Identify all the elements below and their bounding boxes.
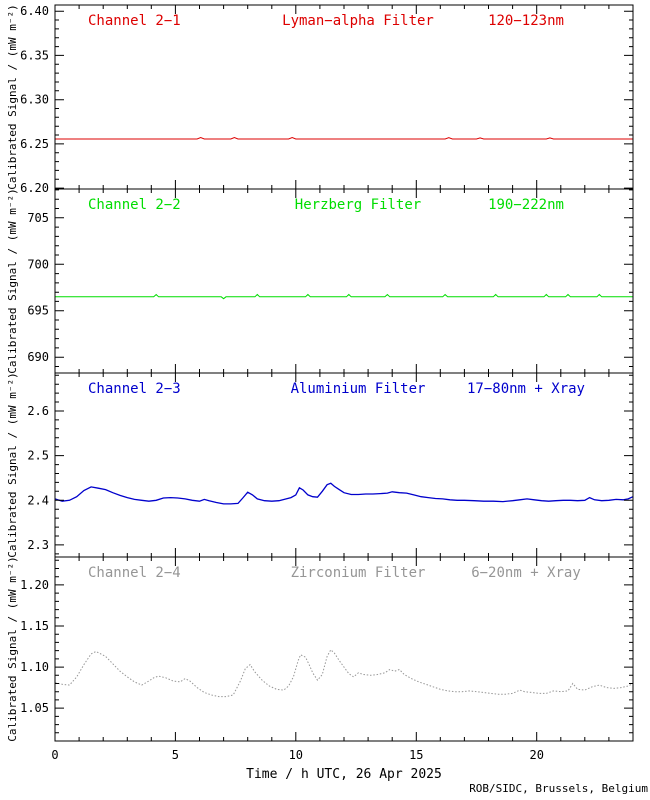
panel-title-band: 17−80nm + Xray bbox=[467, 381, 585, 397]
panel-title-channel: Channel 2−2 bbox=[88, 197, 181, 213]
plot-frame bbox=[54, 556, 634, 742]
plot-frame bbox=[54, 4, 634, 190]
panel-title-band: 6−20nm + Xray bbox=[471, 565, 581, 581]
y-axis-label: Calibrated Signal / (mW m⁻²) bbox=[6, 556, 19, 741]
panel-title-channel: Channel 2−3 bbox=[88, 381, 181, 397]
y-tick-label: 1.20 bbox=[20, 578, 49, 592]
series-line-channel-2-4 bbox=[54, 649, 634, 698]
y-tick-label: 2.5 bbox=[27, 449, 49, 463]
y-tick-label: 690 bbox=[27, 350, 49, 364]
y-axis-label: Calibrated Signal / (mW m⁻²) bbox=[6, 4, 19, 189]
axis-ticks bbox=[54, 373, 634, 557]
axis-ticks bbox=[54, 189, 634, 373]
x-axis-label: Time / h UTC, 26 Apr 2025 bbox=[246, 767, 442, 782]
y-axis-label: Calibrated Signal / (mW m⁻²) bbox=[6, 188, 19, 373]
axis-ticks bbox=[54, 5, 634, 189]
x-tick-label: 15 bbox=[409, 748, 423, 762]
plot-frame bbox=[54, 188, 634, 374]
panel-channel-2-3: 2.3 2.4 2.5 2.6 Calibrated Signal / (mW m⁻²)… bbox=[6, 372, 634, 558]
y-tick-label: 6.30 bbox=[20, 93, 49, 107]
y-tick-label: 6.25 bbox=[20, 137, 49, 151]
y-tick-label: 6.35 bbox=[20, 48, 49, 62]
y-tick-label: 2.4 bbox=[27, 493, 49, 507]
y-tick-label: 6.40 bbox=[20, 4, 49, 18]
series-line-channel-2-3 bbox=[54, 482, 634, 505]
series-line-channel-2-2 bbox=[55, 293, 633, 300]
y-tick-label: 695 bbox=[27, 304, 49, 318]
y-tick-label: 1.05 bbox=[20, 701, 49, 715]
panel-title-band: 120−123nm bbox=[488, 13, 564, 29]
y-tick-label: 2.3 bbox=[27, 538, 49, 552]
x-tick-label: 10 bbox=[289, 748, 303, 762]
panel-title-filter: Aluminium Filter bbox=[291, 381, 426, 397]
panel-title-channel: Channel 2−1 bbox=[88, 13, 181, 29]
y-axis-label: Calibrated Signal / (mW m⁻²) bbox=[6, 372, 19, 557]
x-tick-label: 0 bbox=[51, 748, 58, 762]
panel-title-channel: Channel 2−4 bbox=[88, 565, 181, 581]
plot-frame bbox=[54, 372, 634, 558]
y-tick-label: 2.6 bbox=[27, 404, 49, 418]
y-tick-label: 1.15 bbox=[20, 619, 49, 633]
panel-channel-2-2: 690 695 700 705 Calibrated Signal / (mW m⁻²)… bbox=[6, 188, 634, 374]
x-tick-label: 5 bbox=[172, 748, 179, 762]
panel-title-band: 190−222nm bbox=[488, 197, 564, 213]
panel-title-filter: Zirconium Filter bbox=[291, 565, 426, 581]
credit-text: ROB/SIDC, Brussels, Belgium bbox=[469, 782, 648, 795]
y-tick-label: 700 bbox=[27, 257, 49, 271]
panel-title-filter: Herzberg Filter bbox=[295, 197, 421, 213]
x-tick-label: 20 bbox=[529, 748, 543, 762]
series-line-channel-2-1 bbox=[55, 136, 633, 140]
panel-title-filter: Lyman−alpha Filter bbox=[282, 13, 434, 29]
y-tick-label: 6.20 bbox=[20, 181, 49, 195]
axis-ticks bbox=[54, 557, 634, 742]
y-tick-label: 1.10 bbox=[20, 660, 49, 674]
y-tick-label: 705 bbox=[27, 211, 49, 225]
